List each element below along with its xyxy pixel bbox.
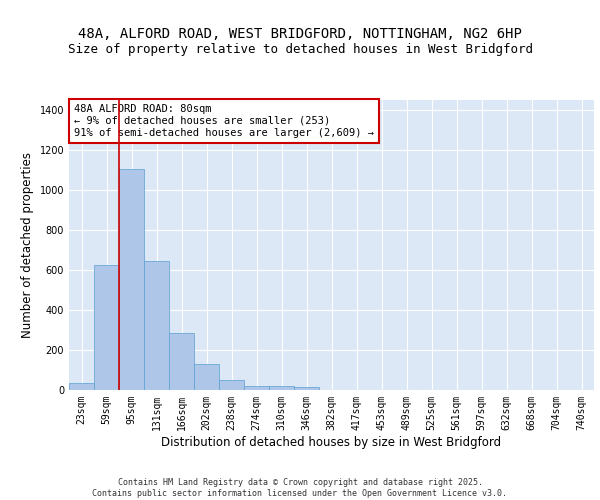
Text: Size of property relative to detached houses in West Bridgford: Size of property relative to detached ho… [67,42,533,56]
Bar [244,386,269,390]
Text: 48A, ALFORD ROAD, WEST BRIDGFORD, NOTTINGHAM, NG2 6HP: 48A, ALFORD ROAD, WEST BRIDGFORD, NOTTIN… [78,28,522,42]
Text: 48A ALFORD ROAD: 80sqm
← 9% of detached houses are smaller (253)
91% of semi-det: 48A ALFORD ROAD: 80sqm ← 9% of detached … [74,104,374,138]
Bar [194,364,219,390]
Bar [69,383,94,390]
Bar [294,387,319,390]
Bar [169,333,194,390]
Bar [219,380,244,390]
Text: Contains HM Land Registry data © Crown copyright and database right 2025.
Contai: Contains HM Land Registry data © Crown c… [92,478,508,498]
Bar [119,169,144,390]
Bar [144,261,169,390]
Bar [94,265,119,390]
Y-axis label: Number of detached properties: Number of detached properties [21,152,34,338]
Bar [269,386,294,390]
X-axis label: Distribution of detached houses by size in West Bridgford: Distribution of detached houses by size … [161,436,502,448]
